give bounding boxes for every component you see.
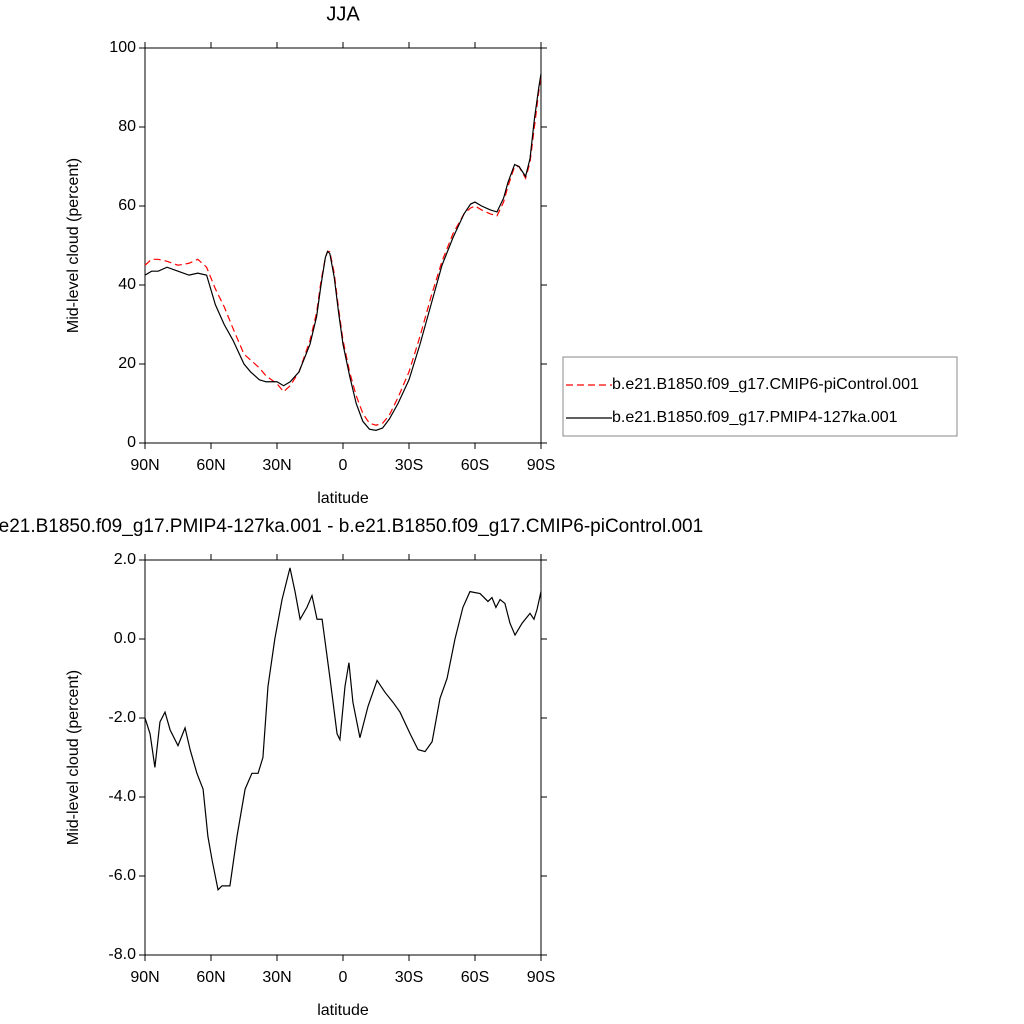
x-tick-label: 60N	[196, 457, 225, 474]
legend-box	[562, 356, 958, 437]
y-tick-label: 40	[118, 276, 136, 293]
x-tick-label: 90N	[130, 969, 159, 986]
x-axis-label: latitude	[317, 490, 369, 507]
x-tick-label: 90S	[527, 969, 555, 986]
y-tick-label: 80	[118, 118, 136, 135]
plot-frame	[144, 559, 542, 956]
x-tick-label: 0	[339, 969, 348, 986]
x-tick-label: 60S	[461, 969, 489, 986]
x-tick-label: 90N	[130, 457, 159, 474]
legend-label: b.e21.B1850.f09_g17.CMIP6-piControl.001	[612, 376, 919, 393]
legend-label: b.e21.B1850.f09_g17.PMIP4-127ka.001	[612, 409, 898, 426]
x-tick-label: 60N	[196, 969, 225, 986]
x-tick-label: 0	[339, 457, 348, 474]
legend: b.e21.B1850.f09_g17.CMIP6-piControl.001b…	[562, 356, 958, 437]
y-axis-label: Mid-level cloud (percent)	[65, 158, 82, 333]
chart-title: JJA	[326, 3, 360, 25]
y-axis-label: Mid-level cloud (percent)	[65, 670, 82, 845]
x-tick-label: 30S	[395, 969, 423, 986]
y-tick-label: 0	[127, 434, 136, 451]
x-tick-label: 30S	[395, 457, 423, 474]
x-tick-label: 60S	[461, 457, 489, 474]
y-tick-label: -6.0	[108, 867, 136, 884]
y-tick-label: -2.0	[108, 709, 136, 726]
series-line	[144, 75, 542, 426]
series-line	[144, 73, 542, 431]
y-tick-label: -8.0	[108, 946, 136, 963]
y-tick-label: 2.0	[114, 551, 136, 568]
y-tick-label: 0.0	[114, 630, 136, 647]
y-tick-label: -4.0	[108, 788, 136, 805]
x-axis-label: latitude	[317, 1002, 369, 1019]
plot-frame	[144, 47, 542, 444]
x-tick-label: 30N	[262, 969, 291, 986]
series-line	[144, 567, 542, 892]
y-tick-label: 20	[118, 355, 136, 372]
chart-title: b.e21.B1850.f09_g17.PMIP4-127ka.001 - b.…	[0, 516, 703, 537]
x-tick-label: 90S	[527, 457, 555, 474]
x-tick-label: 30N	[262, 457, 291, 474]
y-tick-label: 100	[109, 39, 136, 56]
y-tick-label: 60	[118, 197, 136, 214]
